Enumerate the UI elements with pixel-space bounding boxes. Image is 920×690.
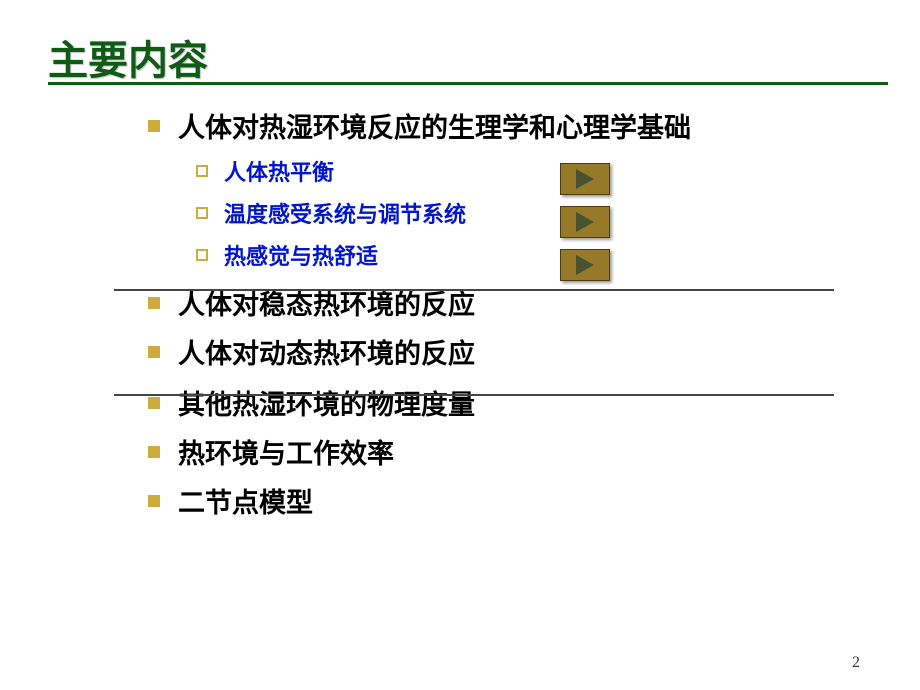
bullet-icon xyxy=(148,495,160,507)
play-icon xyxy=(576,169,594,189)
play-button[interactable] xyxy=(560,249,610,281)
list-subitem: 人体热平衡 xyxy=(0,155,920,187)
sub-bullet-icon xyxy=(196,165,208,177)
bullet-icon xyxy=(148,397,160,409)
bullet-icon xyxy=(148,297,160,309)
list-item: 人体对动态热环境的反应 xyxy=(0,332,920,371)
item-text: 人体对热湿环境反应的生理学和心理学基础 xyxy=(178,106,691,145)
bullet-icon xyxy=(148,120,160,132)
item-text: 二节点模型 xyxy=(178,481,313,520)
sub-bullet-icon xyxy=(196,249,208,261)
list-item: 其他热湿环境的物理度量 xyxy=(0,383,920,422)
list-item: 二节点模型 xyxy=(0,481,920,520)
bullet-icon xyxy=(148,446,160,458)
subitem-text: 人体热平衡 xyxy=(224,155,334,187)
list-item: 人体对热湿环境反应的生理学和心理学基础 xyxy=(0,106,920,145)
divider xyxy=(114,394,834,396)
subitem-text: 温度感受系统与调节系统 xyxy=(224,197,466,229)
list-subitem: 温度感受系统与调节系统 xyxy=(0,197,920,229)
divider xyxy=(114,289,834,291)
play-icon xyxy=(576,212,594,232)
title-underline xyxy=(48,82,888,85)
slide-title: 主要内容 xyxy=(48,28,208,86)
play-icon xyxy=(576,255,594,275)
list-subitem: 热感觉与热舒适 xyxy=(0,239,920,271)
item-text: 其他热湿环境的物理度量 xyxy=(178,383,475,422)
bullet-icon xyxy=(148,346,160,358)
content-area: 人体对热湿环境反应的生理学和心理学基础 人体热平衡 温度感受系统与调节系统 热感… xyxy=(0,106,920,530)
item-text: 热环境与工作效率 xyxy=(178,432,394,471)
item-text: 人体对动态热环境的反应 xyxy=(178,332,475,371)
play-button[interactable] xyxy=(560,163,610,195)
page-number: 2 xyxy=(852,654,860,672)
subitem-text: 热感觉与热舒适 xyxy=(224,239,378,271)
play-button[interactable] xyxy=(560,206,610,238)
list-item: 热环境与工作效率 xyxy=(0,432,920,471)
sub-bullet-icon xyxy=(196,207,208,219)
